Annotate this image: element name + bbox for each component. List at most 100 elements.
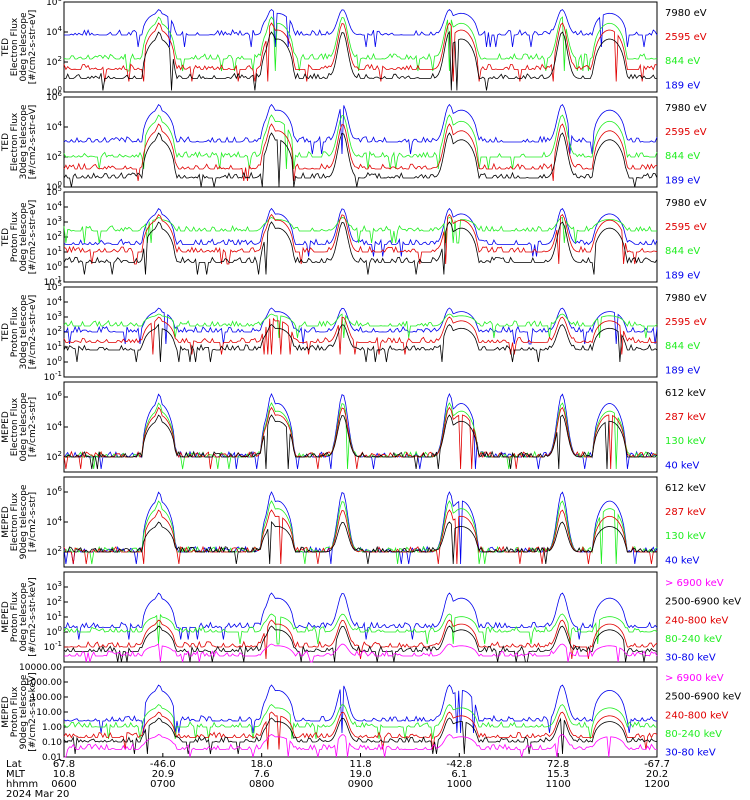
y-axis-label-line: Proton Flux — [10, 591, 20, 642]
legend-entry: 844 eV — [665, 151, 700, 162]
series-line-blue — [63, 684, 657, 734]
y-axis-label-line: MEPED — [1, 506, 11, 538]
y-axis-label-line: TED — [1, 323, 11, 342]
legend-entry: 7980 eV — [665, 293, 707, 304]
legend-entry: 844 eV — [665, 246, 700, 257]
x-row-label-mlt: MLT — [6, 769, 26, 780]
series-line-magenta — [64, 643, 658, 663]
legend-entry: 844 eV — [665, 56, 700, 67]
legend-entry: 7980 eV — [665, 103, 707, 114]
panel-frame — [63, 1, 658, 93]
y-axis-label-line: 0deg telescope — [19, 582, 29, 652]
series-line-black — [64, 521, 657, 565]
y-axis-label-line: [#/cm2-s-str-eV] — [28, 295, 38, 370]
x-tick-label-mlt: 20.2 — [646, 769, 668, 780]
y-axis-label-line: TED — [1, 38, 11, 57]
legend-entry: 7980 eV — [665, 8, 707, 19]
x-tick-label-hhmm: 0700 — [150, 779, 175, 790]
legend-entry: 30-80 keV — [665, 653, 716, 664]
y-tick-label: 102 — [46, 595, 62, 608]
series-line-green — [63, 703, 657, 740]
y-tick-label: 102 — [46, 325, 62, 338]
panel-frame — [63, 286, 658, 378]
series-line-black — [63, 717, 658, 755]
x-tick-label-mlt: 20.9 — [152, 769, 174, 780]
series-line-black — [63, 323, 658, 363]
y-tick-label: 100 — [46, 180, 62, 193]
x-tick-label-mlt: 15.3 — [547, 769, 569, 780]
y-tick-label: 100.00 — [31, 693, 63, 703]
series-line-blue — [64, 592, 658, 640]
y-tick-label: 102 — [46, 55, 62, 68]
y-tick-label: 103 — [46, 215, 62, 228]
y-tick-label: 102 — [46, 150, 62, 163]
y-tick-label: 104 — [46, 420, 62, 433]
y-axis-label-line: Electron Flux — [10, 112, 20, 171]
y-tick-label: 102 — [46, 230, 62, 243]
x-tick-label-mlt: 10.8 — [53, 769, 75, 780]
legend-entry: 80-240 keV — [665, 729, 722, 740]
legend-entry: 130 keV — [665, 436, 706, 447]
panel-5: 102 104 106 MEPED Electron Flux 0deg telescop… — [1, 381, 706, 473]
y-tick-label: 106 — [46, 485, 62, 498]
panel-frame — [63, 571, 658, 663]
x-row-label-lat: Lat — [6, 759, 22, 770]
legend-entry: 80-240 keV — [665, 634, 722, 645]
y-axis-label-line: 0deg telescope — [19, 392, 29, 462]
series-line-red — [63, 406, 658, 470]
y-axis-label-line: Electron Flux — [10, 492, 20, 551]
legend-entry: 844 eV — [665, 341, 700, 352]
panels-group: 100 102 104 106 TED Electron Flux 0deg telesco… — [1, 0, 741, 763]
series-line-red — [63, 316, 658, 355]
x-tick-label-mlt: 6.1 — [451, 769, 467, 780]
y-axis-label-line: TED — [1, 228, 11, 247]
legend-entry: > 6900 keV — [665, 673, 724, 684]
y-axis-label-line: 0deg telescope — [19, 12, 29, 82]
x-tick-label-lat: -67.7 — [644, 759, 670, 770]
legend-entry: 612 keV — [665, 388, 706, 399]
y-tick-label: 1000.00 — [25, 678, 62, 688]
y-axis-label-line: [#/cm2-s-str-keV] — [28, 577, 38, 656]
series-line-green — [63, 500, 658, 565]
y-tick-label: 104 — [46, 200, 62, 213]
legend-entry: > 6900 keV — [665, 578, 724, 589]
y-axis-label-line: 90deg telescope — [19, 674, 29, 749]
legend-entry: 240-800 keV — [665, 710, 729, 721]
panel-2: 100 102 104 106 TED Electron Flux 30deg telesc… — [1, 90, 707, 193]
legend-entry: 2500-6900 keV — [665, 597, 741, 608]
y-tick-label: 10-1 — [44, 370, 62, 383]
y-axis-label-line: 0deg telescope — [19, 202, 29, 272]
legend-entry: 287 keV — [665, 507, 706, 518]
y-tick-label: 100 — [46, 625, 62, 638]
series-line-magenta — [64, 734, 657, 758]
y-tick-label: 101 — [46, 610, 62, 623]
x-tick-label-hhmm: 0900 — [348, 779, 373, 790]
legend-entry: 189 eV — [665, 270, 700, 281]
legend-entry: 2500-6900 keV — [665, 692, 741, 703]
series-line-red — [63, 213, 658, 265]
panel-6: 102 104 106 MEPED Electron Flux 90deg telesco… — [1, 476, 706, 568]
panel-7: 10-1 100 101 102 103 MEPED Proton Flux 0deg tel… — [1, 571, 741, 664]
series-line-black — [63, 221, 658, 275]
y-axis-label-line: [#/cm2-s-str] — [28, 492, 38, 552]
series-line-blue — [63, 307, 658, 345]
series-line-black — [63, 132, 658, 188]
series-line-green — [63, 313, 658, 339]
y-axis-label-line: [#/cm2-s-str] — [28, 397, 38, 457]
panel-4: 10-1 100 101 102 103 104 105 TED Proton Flux 30de… — [1, 280, 707, 383]
y-tick-label: 101 — [46, 245, 62, 258]
legend-entry: 40 keV — [665, 555, 699, 566]
legend-entry: 189 eV — [665, 175, 700, 186]
y-tick-label: 106 — [46, 390, 62, 403]
panel-frame — [63, 666, 658, 758]
y-tick-label: 0.10 — [42, 738, 62, 748]
panel-8: 0.01 0.10 1.00 10.00 100.00 1000.00 10000.00 ME… — [1, 663, 741, 763]
series-line-black — [64, 30, 657, 91]
y-tick-label: 10000.00 — [19, 663, 62, 673]
y-tick-label: 103 — [46, 580, 62, 593]
x-tick-label-mlt: 7.6 — [254, 769, 270, 780]
y-tick-label: 10-1 — [44, 275, 62, 288]
y-tick-label: 105 — [46, 185, 62, 198]
series-line-black — [63, 414, 658, 470]
